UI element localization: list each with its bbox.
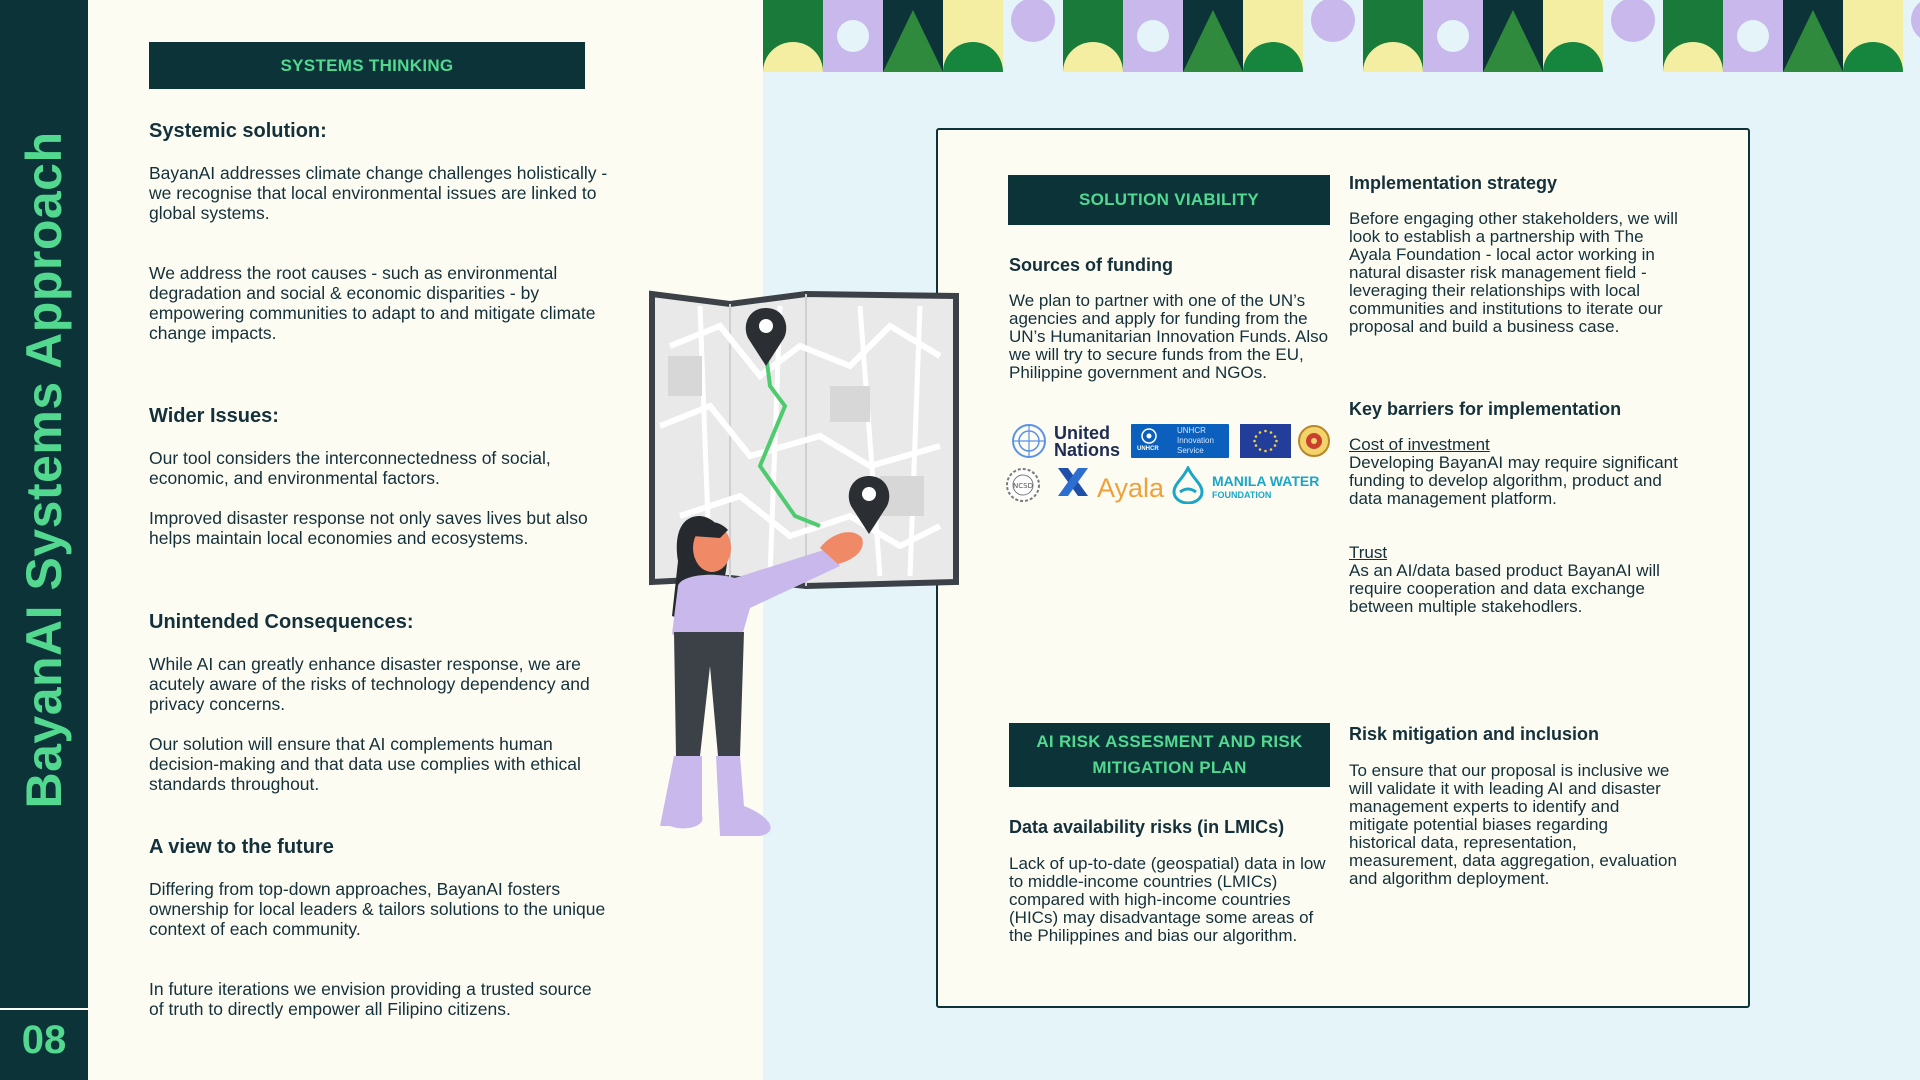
risk-label-line2: MITIGATION PLAN bbox=[1092, 758, 1247, 777]
decorative-pattern-banner bbox=[763, 0, 1920, 72]
sidebar bbox=[0, 0, 88, 1080]
manila-water-drop-icon bbox=[1172, 466, 1204, 504]
unhcr-line1: UNHCR bbox=[1177, 426, 1206, 435]
un-logo-text: United Nations bbox=[1054, 423, 1121, 460]
ncsd-seal-icon: NCSD bbox=[1006, 468, 1040, 502]
unhcr-hands-icon bbox=[1141, 428, 1157, 444]
section-heading-wider: Wider Issues: bbox=[149, 405, 279, 427]
eu-flag-logo bbox=[1240, 424, 1291, 458]
section-para: Our solution will ensure that AI complem… bbox=[149, 734, 581, 794]
section-para: Improved disaster response not only save… bbox=[149, 508, 588, 548]
risk-label-line1: AI RISK ASSESMENT AND RISK bbox=[1036, 732, 1303, 751]
mitigation-heading: Risk mitigation and inclusion bbox=[1349, 724, 1600, 744]
section-para: BayanAI addresses climate change challen… bbox=[149, 163, 608, 223]
location-pin-icon bbox=[848, 476, 890, 534]
funding-heading: Sources of funding bbox=[1009, 255, 1173, 275]
manila-water-foundation-text: FOUNDATION bbox=[1212, 490, 1272, 500]
manila-water-logo-text: MANILA WATER bbox=[1212, 473, 1320, 489]
ayala-logo-text: Ayala bbox=[1097, 473, 1165, 503]
barrier-trust-title: Trust bbox=[1349, 543, 1388, 562]
un-line1: United bbox=[1054, 423, 1110, 443]
barriers-heading: Key barriers for implementation bbox=[1349, 399, 1622, 419]
section-heading-future: A view to the future bbox=[149, 836, 334, 858]
un-emblem-icon bbox=[1012, 424, 1046, 458]
funding-text: We plan to partner with one of the UN’s … bbox=[1009, 291, 1329, 382]
implementation-heading: Implementation strategy bbox=[1349, 173, 1558, 193]
implementation-text: Before engaging other stakeholders, we w… bbox=[1349, 209, 1678, 336]
section-para: Differing from top-down approaches, Baya… bbox=[149, 879, 606, 939]
systems-thinking-label: SYSTEMS THINKING bbox=[149, 42, 585, 89]
section-para: While AI can greatly enhance disaster re… bbox=[149, 654, 590, 714]
barrier-cost-text: Developing BayanAI may require significa… bbox=[1349, 453, 1678, 508]
section-para: We address the root causes - such as env… bbox=[149, 263, 596, 343]
mitigation-text: To ensure that our proposal is inclusive… bbox=[1349, 761, 1677, 888]
barrier-trust-text: As an AI/data based product BayanAI will… bbox=[1349, 561, 1660, 616]
unhcr-line3: Service bbox=[1177, 446, 1204, 455]
ayala-x-icon bbox=[1058, 468, 1088, 496]
un-line2: Nations bbox=[1054, 440, 1121, 460]
location-pin-icon bbox=[745, 308, 787, 366]
slide-title: BayanAI Systems Approach bbox=[16, 131, 72, 809]
risk-assessment-label: AI RISK ASSESMENT AND RISK MITIGATION PL… bbox=[1009, 723, 1330, 787]
section-heading-systemic: Systemic solution: bbox=[149, 120, 327, 142]
page-number: 08 bbox=[21, 1018, 67, 1062]
data-risk-text: Lack of up-to-date (geospatial) data in … bbox=[1009, 854, 1326, 945]
solution-viability-label: SOLUTION VIABILITY bbox=[1008, 175, 1330, 225]
page-number-box bbox=[0, 1008, 88, 1080]
ncsd-seal-text: NCSD bbox=[1013, 482, 1033, 490]
philippine-seal-icon bbox=[1298, 425, 1330, 457]
person-figure bbox=[660, 516, 863, 836]
woman-with-map-illustration bbox=[649, 290, 959, 836]
section-para: Our tool considers the interconnectednes… bbox=[149, 448, 551, 488]
unhcr-logo-text: UNHCR Innovation Service bbox=[1177, 426, 1214, 456]
viability-card bbox=[936, 128, 1750, 1008]
eu-stars-icon bbox=[1253, 429, 1278, 453]
barrier-cost-title: Cost of investment bbox=[1349, 435, 1490, 454]
data-risk-heading: Data availability risks (in LMICs) bbox=[1009, 817, 1285, 837]
section-heading-unintended: Unintended Consequences: bbox=[149, 611, 414, 633]
unhcr-line2: Innovation bbox=[1177, 436, 1214, 445]
unhcr-badge: UNHCR bbox=[1137, 446, 1159, 452]
section-para: In future iterations we envision providi… bbox=[149, 979, 592, 1019]
